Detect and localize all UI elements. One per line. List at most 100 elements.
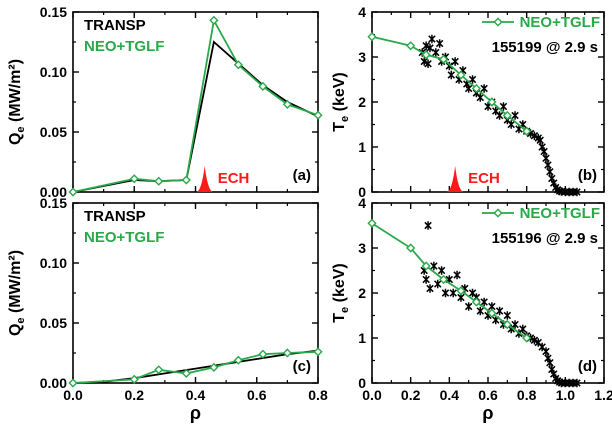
data-point bbox=[502, 110, 512, 121]
y-tick-label: 0.10 bbox=[40, 255, 67, 271]
data-point bbox=[154, 365, 164, 375]
data-point bbox=[406, 41, 416, 51]
data-point bbox=[542, 347, 550, 356]
y-axis-label-units: (keV) bbox=[331, 72, 348, 116]
x-tick-label: 0.8 bbox=[308, 387, 328, 403]
y-axis-label-units: (MW/m²) bbox=[7, 250, 24, 318]
x-axis-label: ρ bbox=[482, 403, 493, 423]
y-tick-label: 4 bbox=[358, 4, 366, 20]
data-point bbox=[456, 70, 466, 80]
data-point bbox=[430, 261, 438, 271]
y-axis-label-symbol: T bbox=[331, 313, 348, 323]
panel-b: 0 1 2 3 4 Te (keV) ECH NEO+TGLF 155199 @ 2.9 s (b… bbox=[331, 4, 605, 200]
data-point bbox=[258, 81, 268, 91]
data-point bbox=[495, 306, 504, 316]
x-tick-label: 0.2 bbox=[401, 387, 421, 403]
data-point bbox=[435, 39, 444, 48]
data-point bbox=[129, 174, 139, 184]
legend-entry-neo-tglf: NEO+TGLF bbox=[520, 14, 600, 31]
x-tick-label: 1.2 bbox=[594, 387, 612, 403]
data-point bbox=[445, 61, 454, 71]
y-axis-label-units: (MW/m²) bbox=[7, 59, 24, 127]
data-point bbox=[480, 297, 488, 307]
y-axis-label: Te (keV) bbox=[331, 263, 351, 322]
y-axis-label-symbol: Q bbox=[7, 133, 24, 145]
data-point bbox=[181, 175, 191, 185]
x-tick-label: 0.2 bbox=[125, 387, 145, 403]
data-point bbox=[406, 243, 416, 253]
data-point bbox=[480, 84, 488, 93]
data-point bbox=[471, 83, 481, 94]
data-point bbox=[453, 270, 461, 280]
data-point bbox=[487, 308, 497, 318]
data-point bbox=[154, 176, 164, 186]
data-point bbox=[464, 302, 473, 311]
data-point bbox=[499, 102, 508, 111]
data-point bbox=[476, 306, 484, 316]
data-point bbox=[426, 43, 434, 53]
data-point bbox=[313, 110, 323, 120]
panel-label: (a) bbox=[293, 167, 311, 184]
x-tick-label: 0.0 bbox=[362, 387, 382, 403]
data-point bbox=[68, 187, 78, 197]
panel-a: 0.00 0.05 0.10 0.15 Qe (MW/m²) ECH TRANSP NEO+T… bbox=[7, 4, 323, 200]
data-point bbox=[456, 286, 466, 296]
data-point bbox=[424, 221, 432, 230]
x-tick-label: 0.4 bbox=[440, 387, 460, 403]
x-axis-label: ρ bbox=[190, 403, 201, 423]
y-axis-label-subscript: e bbox=[15, 126, 27, 132]
y-tick-label: 0.00 bbox=[40, 375, 67, 391]
data-point bbox=[573, 187, 581, 197]
data-point bbox=[451, 57, 459, 66]
ech-label: ECH bbox=[218, 170, 250, 187]
data-point bbox=[313, 347, 323, 357]
y-axis-label-subscript: e bbox=[15, 317, 27, 323]
shot-label: 155199 @ 2.9 s bbox=[492, 39, 598, 56]
legend-entry-transp: TRANSP bbox=[84, 17, 146, 34]
data-point bbox=[471, 297, 481, 307]
y-axis-label-symbol: Q bbox=[7, 324, 24, 336]
y-axis-label-subscript: e bbox=[339, 116, 351, 122]
ech-label: ECH bbox=[468, 170, 500, 187]
data-point bbox=[420, 57, 428, 66]
y-axis-label-symbol: T bbox=[331, 122, 348, 132]
data-point bbox=[209, 362, 219, 372]
panel-d: 0.0 0.2 0.4 0.6 0.8 1.0 1.2 0 1 2 3 4 Te (keV) ρ NEO+T… bbox=[331, 195, 612, 423]
legend-entry-neo-tglf: NEO+TGLF bbox=[520, 205, 600, 222]
data-point bbox=[68, 378, 78, 388]
data-point bbox=[209, 15, 219, 25]
y-axis-label-subscript: e bbox=[339, 307, 351, 313]
data-point bbox=[421, 261, 431, 271]
shot-label: 155196 @ 2.9 s bbox=[492, 230, 598, 247]
data-point bbox=[421, 50, 431, 60]
data-point bbox=[181, 368, 191, 378]
x-tick-label: 0.0 bbox=[63, 387, 83, 403]
panel-label: (c) bbox=[293, 358, 311, 375]
panel-label: (d) bbox=[578, 358, 597, 375]
y-tick-label: 4 bbox=[358, 195, 366, 211]
data-point bbox=[434, 279, 442, 289]
panel-c: 0.0 0.2 0.4 0.6 0.8 0.00 0.05 0.10 0.15 Qe (MW/m²… bbox=[7, 195, 328, 423]
transp-line bbox=[72, 40, 319, 193]
data-point bbox=[536, 136, 544, 145]
x-tick-label: 0.4 bbox=[186, 387, 206, 403]
data-point bbox=[573, 378, 581, 388]
data-point bbox=[367, 218, 377, 228]
y-tick-label: 1 bbox=[358, 330, 366, 346]
data-point bbox=[519, 324, 527, 334]
legend-marker bbox=[493, 208, 503, 218]
data-point bbox=[530, 131, 539, 140]
data-point bbox=[544, 160, 552, 170]
data-point bbox=[476, 93, 484, 102]
data-point bbox=[522, 333, 532, 343]
data-point bbox=[511, 320, 519, 329]
y-tick-label: 0.05 bbox=[40, 124, 67, 140]
data-point bbox=[282, 99, 292, 109]
y-tick-label: 3 bbox=[358, 49, 366, 65]
data-point bbox=[447, 70, 455, 80]
y-tick-label: 0 bbox=[358, 184, 366, 200]
data-point bbox=[441, 288, 450, 298]
data-point bbox=[432, 48, 440, 57]
y-tick-label: 0.15 bbox=[40, 4, 67, 20]
y-tick-label: 0.10 bbox=[40, 64, 67, 80]
